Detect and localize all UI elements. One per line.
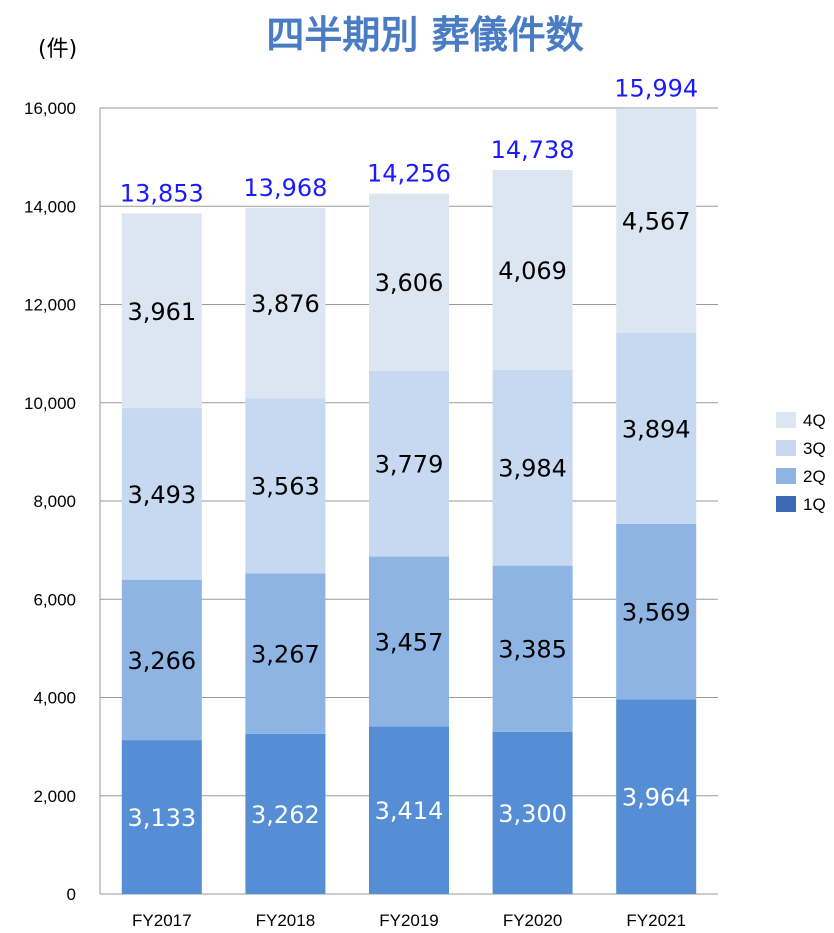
x-axis-ticks: FY2017 FY2018 FY2019 FY2020 FY2021 <box>132 911 686 930</box>
bar-segment <box>121 579 202 741</box>
bar-segment <box>245 573 326 734</box>
segment-value-label: 3,779 <box>375 451 444 479</box>
legend-swatch <box>776 496 796 512</box>
segment-value-label: 3,457 <box>375 628 444 656</box>
legend: 4Q 3Q 2Q 1Q <box>776 411 826 514</box>
unit-label: (件) <box>38 37 77 62</box>
segment-value-label: 3,133 <box>127 804 196 832</box>
bar-segment <box>369 193 449 371</box>
x-tick-label: FY2019 <box>379 911 439 930</box>
y-tick-label: 0 <box>67 885 76 904</box>
bar-segment <box>369 556 449 727</box>
bar-segment <box>492 731 573 894</box>
segment-value-label: 3,984 <box>498 455 567 483</box>
segment-value-label: 3,876 <box>251 290 320 318</box>
legend-swatch <box>776 440 796 456</box>
bar-segment <box>121 408 202 580</box>
y-tick-label: 12,000 <box>24 296 76 315</box>
segment-value-label: 4,567 <box>622 207 691 235</box>
legend-swatch <box>776 468 796 484</box>
x-tick-label: FY2020 <box>503 911 563 930</box>
y-tick-label: 2,000 <box>33 787 76 806</box>
bar-segment <box>616 332 697 524</box>
bar-segment <box>245 207 326 399</box>
total-value-label: 14,256 <box>367 160 451 188</box>
bar-segment <box>616 523 697 700</box>
bar-segment <box>616 108 697 333</box>
total-value-label: 13,968 <box>243 174 327 202</box>
legend-label: 2Q <box>803 467 826 486</box>
total-value-label: 13,853 <box>120 179 204 207</box>
segment-value-label: 3,563 <box>251 473 320 501</box>
bar-segment <box>121 213 202 409</box>
y-tick-label: 4,000 <box>33 689 76 708</box>
bar-segment <box>492 369 573 566</box>
x-tick-label: FY2017 <box>132 911 192 930</box>
bar-segment <box>369 726 449 894</box>
segment-value-label: 3,964 <box>622 784 691 812</box>
segment-value-label: 3,267 <box>251 641 320 669</box>
y-axis-ticks: 0 2,000 4,000 6,000 8,000 10,000 12,000 14,000 1… <box>24 99 76 904</box>
x-tick-label: FY2018 <box>256 911 316 930</box>
bar-segment <box>492 169 573 370</box>
segment-value-label: 3,569 <box>622 599 691 627</box>
bar-segment <box>616 699 697 894</box>
y-tick-label: 14,000 <box>24 197 76 216</box>
segment-value-label: 3,414 <box>375 797 444 825</box>
bar-segment <box>245 398 326 574</box>
segment-value-label: 4,069 <box>498 257 567 285</box>
segment-value-label: 3,266 <box>127 647 196 675</box>
bar-segment <box>121 740 202 894</box>
legend-swatch <box>776 412 796 428</box>
y-tick-label: 8,000 <box>33 492 76 511</box>
legend-label: 4Q <box>803 411 826 430</box>
segment-value-label: 3,961 <box>127 298 196 326</box>
y-tick-label: 6,000 <box>33 590 76 609</box>
segment-value-label: 3,606 <box>375 269 444 297</box>
total-value-label: 15,994 <box>614 74 698 102</box>
bar-segment <box>492 565 573 732</box>
bar-segment <box>369 370 449 557</box>
legend-label: 1Q <box>803 495 826 514</box>
segment-value-label: 3,493 <box>127 481 196 509</box>
segment-value-label: 3,262 <box>251 801 320 829</box>
x-tick-label: FY2021 <box>626 911 686 930</box>
legend-label: 3Q <box>803 439 826 458</box>
y-tick-label: 10,000 <box>24 394 76 413</box>
bars: 3,133 3,266 3,493 3,961 13,853 3,262 3,267 3,56… <box>120 74 698 894</box>
segment-value-label: 3,894 <box>622 415 691 443</box>
segment-value-label: 3,385 <box>498 636 567 664</box>
segment-value-label: 3,300 <box>498 800 567 828</box>
bar-segment <box>245 733 326 894</box>
y-tick-label: 16,000 <box>24 99 76 118</box>
total-value-label: 14,738 <box>491 136 575 164</box>
chart-title: 四半期別 葬儀件数 <box>266 13 583 57</box>
